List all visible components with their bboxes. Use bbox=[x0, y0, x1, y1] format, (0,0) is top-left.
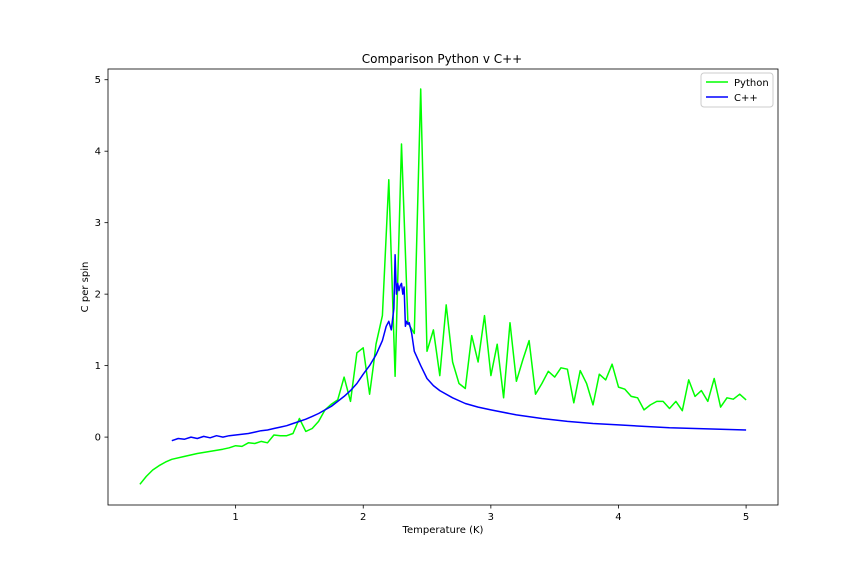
series-line-python bbox=[139, 88, 747, 485]
plot-frame bbox=[107, 68, 779, 506]
legend-label-python: Python bbox=[734, 78, 769, 89]
y-tick-label: 0 bbox=[95, 433, 101, 444]
legend: Python C++ bbox=[700, 72, 774, 108]
y-tick-label: 4 bbox=[95, 147, 101, 158]
y-axis-label: C per spin bbox=[80, 262, 91, 313]
x-tick-label: 1 bbox=[232, 512, 238, 523]
y-ticks: 0 1 2 3 4 5 bbox=[95, 75, 108, 444]
chart-title: Comparison Python v C++ bbox=[362, 52, 522, 66]
y-tick-label: 2 bbox=[95, 290, 101, 301]
x-tick-label: 4 bbox=[615, 512, 621, 523]
series-layer bbox=[139, 88, 747, 485]
x-axis-label: Temperature (K) bbox=[402, 525, 484, 536]
x-tick-label: 5 bbox=[743, 512, 749, 523]
y-tick-label: 3 bbox=[95, 218, 101, 229]
x-tick-label: 2 bbox=[360, 512, 366, 523]
y-tick-label: 5 bbox=[95, 75, 101, 86]
series-line-cpp bbox=[171, 254, 747, 442]
plot-area: 1 2 3 4 5 0 1 2 3 4 5 bbox=[95, 68, 779, 523]
x-ticks: 1 2 3 4 5 bbox=[232, 505, 749, 523]
x-tick-label: 3 bbox=[488, 512, 494, 523]
y-tick-label: 1 bbox=[95, 361, 101, 372]
legend-label-cpp: C++ bbox=[734, 93, 758, 104]
